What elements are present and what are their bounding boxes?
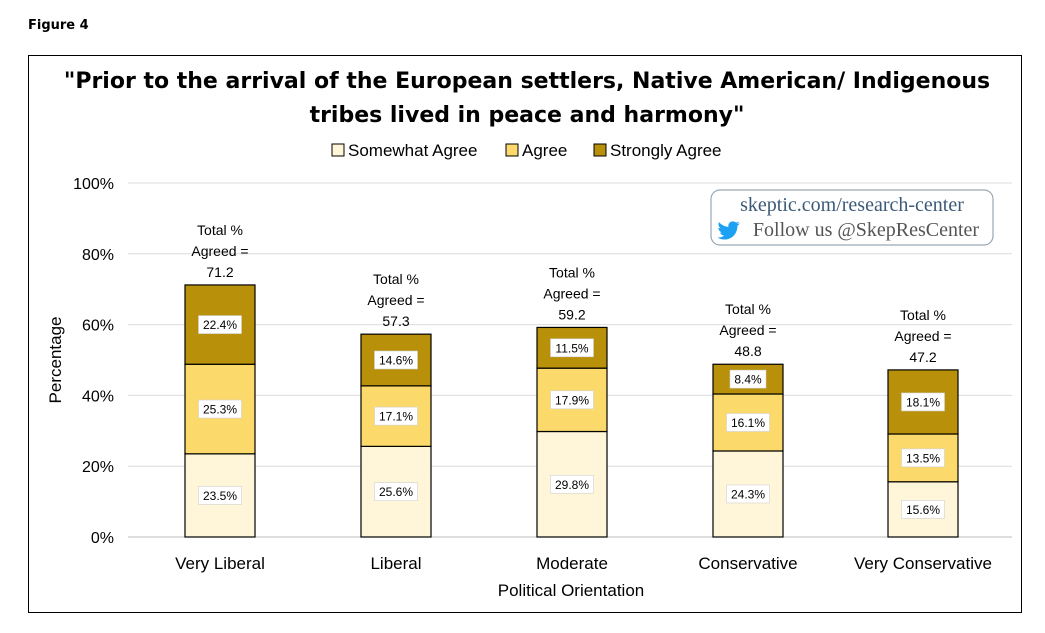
data-label-box <box>550 338 594 358</box>
data-label: 13.5% <box>906 451 940 465</box>
y-tick-label: 20% <box>82 459 114 476</box>
data-label-box <box>374 350 418 370</box>
x-category-label: Very Liberal <box>175 554 265 573</box>
data-label: 15.6% <box>906 503 940 517</box>
data-label-box <box>198 315 242 334</box>
x-axis-label: Political Orientation <box>498 581 644 600</box>
data-label: 16.1% <box>731 416 765 430</box>
total-value: 71.2 <box>206 264 233 280</box>
x-category-label: Moderate <box>536 554 608 573</box>
data-label: 24.3% <box>731 487 765 501</box>
watermark-box <box>710 189 994 246</box>
bar-segment <box>184 453 256 538</box>
bars: 23.5% 25.3% 22.4% Total % Agreed = 71.2 25.6% 1… <box>184 222 959 538</box>
figure-label: Figure 4 <box>28 18 89 33</box>
watermark-site: skeptic.com/research-center <box>740 194 964 216</box>
legend-swatch <box>593 143 607 157</box>
data-label-box <box>729 369 767 389</box>
data-label-box <box>726 413 770 432</box>
x-axis-categories: Very Liberal Liberal Moderate Conservative V… <box>175 554 992 573</box>
total-value: 48.8 <box>734 343 761 359</box>
data-label-box <box>901 448 945 468</box>
total-value: 47.2 <box>909 349 936 365</box>
y-tick-label: 80% <box>82 247 114 264</box>
total-caption: Total % <box>900 307 946 323</box>
watermark: skeptic.com/research-center Follow us @S… <box>710 189 994 246</box>
y-axis-ticks: 0% 20% 40% 60% 80% 100% <box>73 176 114 547</box>
legend-label: Agree <box>522 141 567 160</box>
data-label: 18.1% <box>906 395 940 409</box>
y-tick-label: 0% <box>91 530 114 547</box>
legend-label: Somewhat Agree <box>348 141 477 160</box>
data-label-box <box>198 486 242 505</box>
total-caption: Agreed = <box>894 328 951 344</box>
data-label-box <box>901 500 945 519</box>
data-label-box <box>198 399 242 419</box>
chart-frame <box>28 55 1022 613</box>
x-category-label: Conservative <box>698 554 797 573</box>
total-caption: Total % <box>197 222 243 238</box>
data-label: 17.1% <box>379 410 413 424</box>
data-label: 23.5% <box>203 489 237 503</box>
legend-label: Strongly Agree <box>610 141 722 160</box>
data-label-box <box>374 482 418 501</box>
twitter-bird-icon <box>717 221 740 240</box>
data-label-box <box>901 392 945 412</box>
y-axis-label: Percentage <box>46 317 65 404</box>
data-label: 11.5% <box>555 341 588 355</box>
data-label: 17.9% <box>555 393 589 407</box>
data-label: 8.4% <box>734 373 762 387</box>
y-tick-label: 40% <box>82 388 114 405</box>
total-caption: Total % <box>549 264 595 280</box>
data-label: 22.4% <box>203 318 237 332</box>
data-label-box <box>550 474 594 494</box>
data-label-box <box>726 484 770 504</box>
chart-title-line2: tribes lived in peace and harmony" <box>310 103 745 128</box>
x-category-label: Liberal <box>370 554 421 573</box>
total-caption: Total % <box>373 271 419 287</box>
total-value: 59.2 <box>558 306 585 322</box>
data-label-box <box>550 390 594 410</box>
data-label: 25.3% <box>203 403 237 417</box>
total-caption: Total % <box>725 301 771 317</box>
legend-swatch <box>331 143 345 157</box>
total-caption: Agreed = <box>543 285 600 301</box>
y-tick-label: 60% <box>82 318 114 335</box>
data-label: 29.8% <box>555 478 589 492</box>
chart-title-line1: "Prior to the arrival of the European se… <box>64 69 990 94</box>
x-category-label: Very Conservative <box>854 554 992 573</box>
total-caption: Agreed = <box>191 243 248 259</box>
legend-swatch <box>505 143 519 157</box>
total-caption: Agreed = <box>367 292 424 308</box>
total-value: 57.3 <box>382 313 409 329</box>
data-label: 14.6% <box>379 354 413 368</box>
data-label-box <box>374 406 418 426</box>
watermark-follow: Follow us @SkepResCenter <box>753 219 980 241</box>
y-tick-label: 100% <box>73 176 114 193</box>
total-caption: Agreed = <box>719 322 776 338</box>
data-label: 25.6% <box>379 485 413 499</box>
legend: Somewhat Agree Agree Strongly Agree <box>331 141 722 160</box>
